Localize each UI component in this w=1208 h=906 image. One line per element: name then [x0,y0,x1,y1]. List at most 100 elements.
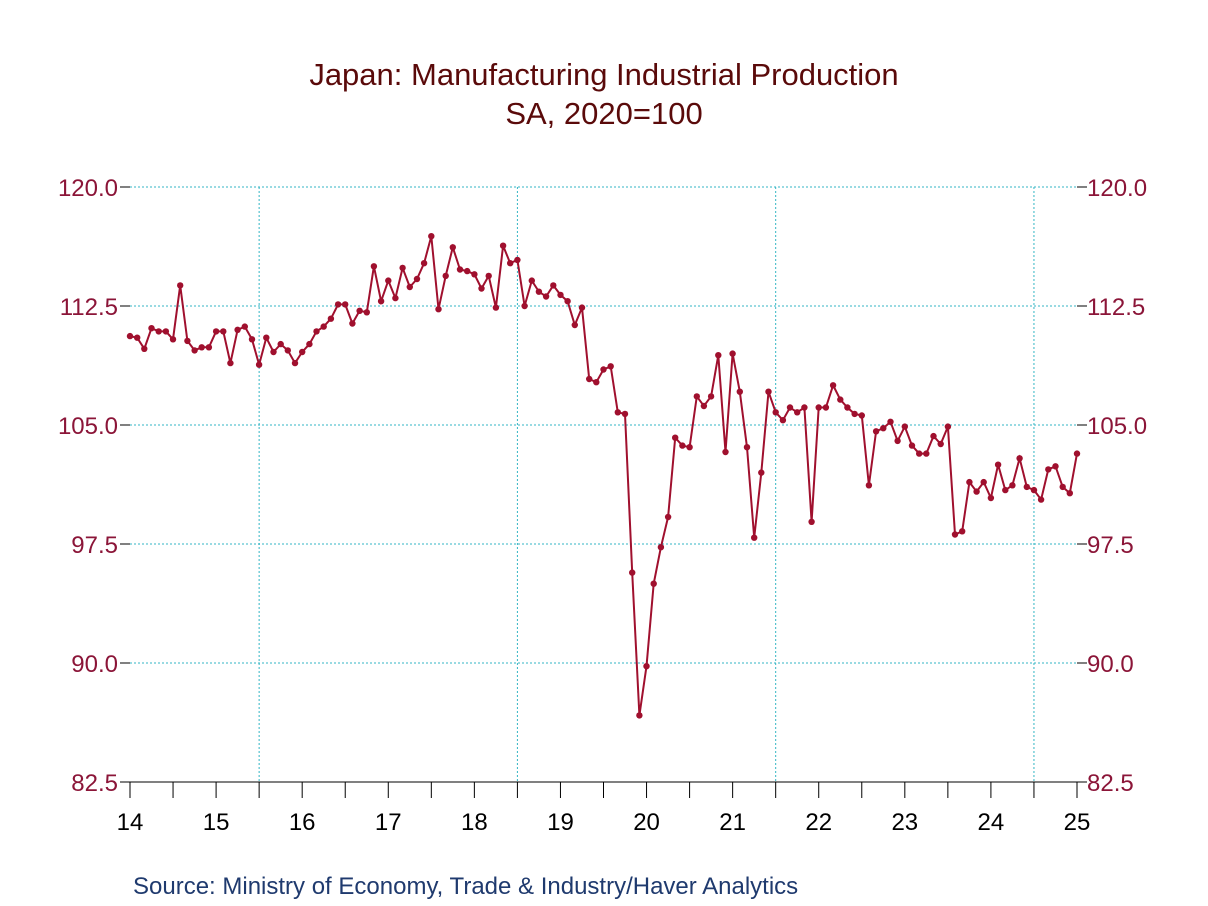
data-point [887,418,894,425]
data-point [923,450,930,457]
data-point [772,409,779,416]
data-point [751,534,758,541]
data-point [1023,483,1030,491]
data-point [420,260,428,267]
x-tick-label: 17 [375,809,402,836]
y-axis-left: 120.0 112.5 105.0 97.5 90.0 82.5 [58,175,118,797]
data-point [1059,483,1066,491]
data-point [299,348,306,356]
y-tick-label-left: 120.0 [58,175,118,202]
x-tick-label: 18 [461,809,488,836]
data-point [973,488,980,495]
axes [120,186,1087,798]
data-point [657,544,665,551]
data-point [277,340,284,348]
data-point [822,404,830,411]
source-note: Source: Ministry of Economy, Trade & Ind… [133,873,798,900]
y-tick-label-right: 90.0 [1087,651,1134,678]
data-point [507,260,514,267]
data-point [134,334,141,341]
data-point [313,328,320,335]
data-point [700,402,708,410]
data-point [578,304,586,311]
data-point [1073,450,1081,457]
x-tick-label: 14 [117,809,144,836]
data-point [413,275,421,283]
data-point [1030,486,1038,494]
data-point [908,442,916,449]
data-point [557,291,564,299]
data-point [894,437,901,445]
data-point [872,428,880,435]
data-point [614,409,621,416]
data-point [1037,496,1045,503]
x-tick-label: 16 [289,809,316,836]
data-point [241,323,248,330]
data-point [786,404,794,411]
data-point [994,461,1002,468]
data-point [1045,466,1052,473]
chart-subtitle: SA, 2020=100 [505,96,702,131]
x-tick-label: 25 [1064,809,1091,836]
y-tick-label-left: 112.5 [60,294,118,321]
data-point [270,348,277,356]
data-point [987,494,995,502]
data-point [743,444,751,451]
data-point [291,359,299,367]
data-point [779,417,787,424]
data-point [521,302,528,310]
grid-lines [130,186,1077,782]
data-point [707,393,715,400]
data-point [636,712,643,719]
y-tick-label-right: 82.5 [1087,770,1134,797]
data-point [672,434,679,441]
data-point [141,345,148,352]
x-tick-label: 20 [633,809,660,836]
data-point [184,337,191,345]
data-point [542,293,550,300]
data-point [363,309,370,316]
data-point [829,382,837,389]
data-point [758,469,765,476]
data-point [959,528,966,535]
data-point [191,347,198,354]
data-point [571,321,578,329]
data-point [736,388,743,395]
data-point [801,404,808,411]
data-point [564,298,571,305]
data-point [148,325,155,332]
y-tick-label-left: 90.0 [71,651,118,678]
data-point [865,482,873,489]
y-axis-right: 120.0 112.5 105.0 97.5 90.0 82.5 [1087,175,1147,797]
data-point [629,569,636,576]
data-point [901,423,908,430]
y-tick-label-right: 120.0 [1087,175,1147,202]
data-point [342,301,349,308]
data-point [492,304,500,311]
data-point [334,301,342,308]
x-tick-label: 24 [978,809,1005,836]
data-point [844,404,851,411]
y-tick-label-right: 105.0 [1087,413,1147,440]
data-point [392,294,399,302]
data-point [385,277,392,284]
data-point [370,263,378,270]
data-point [177,282,184,289]
data-point [456,266,464,273]
data-point [794,409,801,416]
data-point [808,518,815,525]
data-point [980,478,987,486]
data-point [643,663,650,670]
data-point [729,350,736,357]
data-point [471,271,478,278]
x-axis: 14 15 16 17 18 19 20 21 22 23 24 25 [117,809,1091,836]
x-tick-label: 23 [891,809,918,836]
data-point [528,277,535,284]
data-point [234,326,241,333]
x-tick-label: 19 [547,809,574,836]
data-point [837,396,844,403]
data-point [650,580,657,587]
data-point [815,404,822,411]
chart-title: Japan: Manufacturing Industrial Producti… [309,57,898,92]
